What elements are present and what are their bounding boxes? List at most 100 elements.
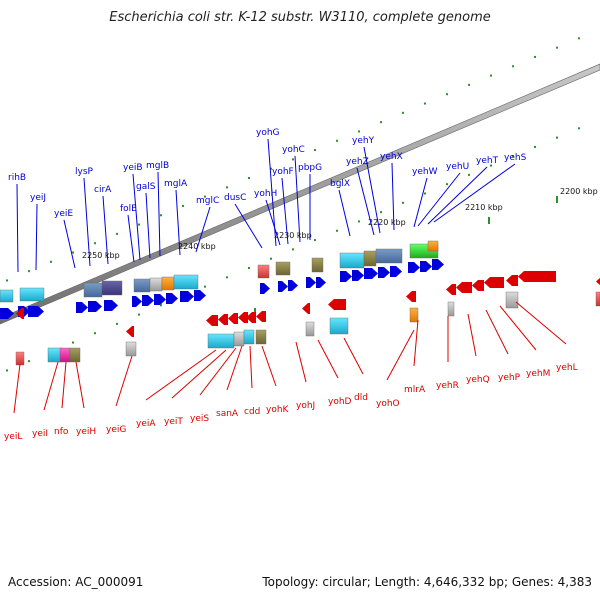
forward-gene-arrow [316,277,326,288]
forward-gene-arrow [154,294,166,305]
forward-gene-label: yehZ [346,157,369,167]
guide-dot [380,211,382,214]
forward-leader-line [175,189,181,256]
reverse-feature [255,329,267,345]
forward-gene-arrow [408,262,420,273]
reverse-leader-line [515,301,567,345]
forward-gene-arrow [76,302,88,313]
guide-dot [182,204,184,207]
genome-axis [0,63,600,325]
forward-leader-line [145,192,151,259]
reverse-gene-arrow [406,291,416,302]
reverse-gene-arrow [246,312,256,323]
guide-dot [28,270,30,273]
guide-dot [402,201,404,204]
guide-dot [204,195,206,198]
reverse-gene-arrow [16,308,24,319]
guide-dot [226,276,228,279]
forward-gene-label: mglB [146,161,169,171]
reverse-gene-label: yohO [376,399,400,409]
guide-dot [446,93,448,96]
reverse-gene-label: sanA [216,409,239,419]
guide-dot [468,83,470,86]
reverse-feature [125,341,137,357]
reverse-gene-label: mlrA [404,385,426,395]
reverse-gene-arrow [126,326,134,337]
guide-dot [512,65,514,68]
accession-label: Accession: AC_000091 [8,575,144,589]
forward-leader-line [16,183,19,273]
reverse-leader-line [43,361,59,411]
reverse-leader-line [261,345,277,387]
reverse-gene-label: yehQ [466,375,490,385]
reverse-feature [59,347,71,363]
guide-dot [6,369,8,372]
forward-leader-line [157,171,161,257]
genome-title: Escherichia coli str. K-12 substr. W3110… [109,10,491,25]
forward-gene-label: rihB [8,173,26,183]
reverse-gene-label: dld [354,393,368,403]
reverse-feature [243,329,255,345]
reverse-gene-label: yohK [266,405,290,415]
forward-gene-label: galS [136,182,156,192]
forward-leader-line [127,214,135,263]
guide-dot [468,173,470,176]
guide-dot [248,177,250,180]
reverse-gene-arrow [456,282,472,293]
forward-gene-arrow [306,277,316,288]
reverse-gene-arrow [446,284,456,295]
reverse-leader-line [61,361,67,409]
reverse-gene-label: nfo [54,427,69,437]
forward-leader-line [265,199,281,246]
guide-dot [512,155,514,158]
guide-dot [578,37,580,40]
guide-dot [226,186,228,189]
forward-gene-label: lysP [75,167,94,177]
forward-gene-label: mglA [164,179,188,189]
reverse-gene-label: yeiA [136,419,156,429]
guide-dot [72,251,74,254]
guide-dot [270,167,272,170]
guide-dot [292,158,294,161]
forward-gene-label: yeiE [54,209,73,219]
reverse-feature [329,317,349,335]
reverse-feature [447,301,455,317]
guide-dot [424,192,426,195]
kbp-tick [556,196,558,203]
reverse-leader-line [249,345,253,389]
forward-leader-line [338,189,351,237]
guide-dot [138,313,140,316]
forward-gene-arrow [432,259,444,270]
kbp-label: 2200 kbp [560,187,598,196]
forward-gene-arrow [166,293,178,304]
reverse-gene-arrow [256,311,266,322]
forward-feature [311,257,324,273]
forward-feature [257,264,270,279]
guide-dot [160,304,162,307]
reverse-gene-label: yeiG [106,425,126,435]
guide-dot [336,229,338,232]
guide-dot [94,242,96,245]
forward-gene-arrow [378,267,390,278]
forward-gene-label: yeiJ [30,193,46,203]
reverse-leader-line [295,341,307,383]
forward-feature [375,248,403,264]
guide-dot [270,257,272,260]
forward-gene-arrow [260,283,270,294]
reverse-leader-line [75,361,85,409]
reverse-leader-line [199,347,237,396]
guide-dot [358,130,360,133]
forward-feature [339,252,365,269]
forward-gene-label: bglX [330,179,350,189]
forward-leader-line [83,177,91,267]
forward-feature [161,276,175,291]
forward-gene-label: yehY [352,136,375,146]
reverse-feature [305,321,315,337]
guide-dot [204,285,206,288]
upper-guide-track [6,37,580,282]
reverse-feature [595,291,600,307]
guide-dot [314,239,316,242]
forward-gene-label: pbpG [298,163,322,173]
